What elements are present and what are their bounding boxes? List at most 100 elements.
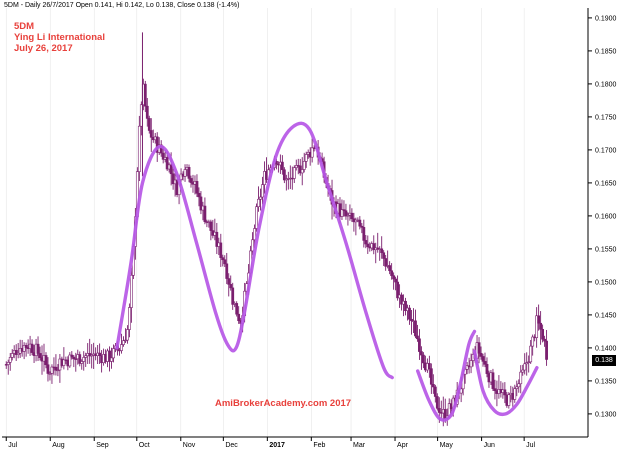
- candle-body: [437, 408, 441, 413]
- candle-body: [364, 240, 368, 245]
- candle-body: [372, 243, 376, 251]
- candle-body: [215, 231, 219, 247]
- candle-body: [62, 359, 66, 366]
- candle-body: [310, 147, 314, 158]
- candle-body: [396, 281, 399, 299]
- candle-body: [545, 340, 548, 360]
- candle-body: [165, 157, 169, 170]
- x-tick-label: Jun: [484, 442, 495, 449]
- x-axis: Jul Aug Sep Oct Nov Dec 2017 Feb Mar Apr May Jun Jul: [2, 436, 588, 449]
- candle-body: [122, 340, 125, 345]
- y-tick-label: 0.1400: [595, 345, 617, 352]
- candle-body: [195, 181, 199, 194]
- candle-body: [197, 193, 201, 198]
- x-tick-label: Jul: [526, 442, 535, 449]
- candle-body: [410, 318, 413, 322]
- x-tick-label: Feb: [313, 442, 325, 449]
- y-tick-label: 0.1900: [595, 15, 617, 22]
- pattern-curve: [115, 121, 394, 380]
- candle-body: [515, 386, 519, 389]
- candle-body: [294, 165, 298, 168]
- price-candles: [4, 32, 548, 427]
- candle-body: [30, 343, 34, 353]
- candle-body: [8, 357, 12, 363]
- candle-body: [427, 363, 431, 369]
- candle-body: [78, 354, 82, 364]
- candle-body: [98, 352, 102, 357]
- candle-body: [342, 209, 346, 212]
- candle-body: [282, 169, 286, 181]
- candle-body: [384, 258, 388, 267]
- candle-body: [422, 354, 425, 364]
- x-tick-label: Mar: [353, 442, 366, 449]
- y-tick-label: 0.1650: [595, 180, 617, 187]
- candle-body: [70, 354, 74, 358]
- ticker-label: 5DM: [14, 21, 35, 32]
- candle-body: [400, 294, 403, 305]
- candle-body: [469, 360, 473, 368]
- candle-body: [16, 352, 20, 355]
- candle-body: [392, 275, 396, 280]
- candle-body: [74, 358, 78, 360]
- candle-body: [38, 353, 42, 358]
- candle-body: [539, 322, 543, 330]
- y-tick-label: 0.1700: [595, 147, 617, 154]
- candle-body: [110, 357, 113, 362]
- watermark-label: AmiBrokerAcademy.com 2017: [215, 398, 352, 409]
- y-tick-label: 0.1550: [595, 246, 617, 253]
- candle-body: [408, 307, 411, 320]
- candle-body: [382, 252, 386, 259]
- candle-body: [531, 336, 535, 347]
- candle-body: [22, 345, 26, 352]
- candle-body: [149, 130, 153, 138]
- candle-body: [513, 388, 517, 400]
- candle-body: [261, 184, 264, 198]
- candle-body: [112, 348, 115, 359]
- candle-body: [147, 118, 151, 131]
- candle-body: [376, 247, 380, 250]
- candle-body: [24, 345, 28, 348]
- candle-body: [527, 361, 531, 363]
- x-tick-label: Sep: [96, 442, 109, 449]
- candle-body: [235, 303, 239, 315]
- candle-body: [169, 164, 173, 175]
- candle-body: [56, 369, 60, 372]
- pattern-curve: [416, 329, 477, 422]
- candle-body: [521, 369, 525, 373]
- candle-body: [209, 221, 213, 231]
- candle-body: [418, 338, 421, 352]
- candle-body: [257, 198, 260, 208]
- date-label: July 26, 2017: [14, 43, 73, 54]
- y-tick-label: 0.1350: [595, 378, 617, 385]
- candle-body: [161, 152, 165, 160]
- candle-body: [120, 344, 123, 351]
- candle-body: [223, 259, 227, 265]
- grid: [5, 8, 525, 437]
- candle-body: [108, 350, 111, 362]
- candle-body: [344, 210, 348, 217]
- candle-body: [90, 354, 94, 357]
- candle-body: [82, 357, 86, 362]
- y-tick-label: 0.1450: [595, 312, 617, 319]
- candle-body: [36, 343, 40, 354]
- candle-body: [543, 338, 546, 342]
- x-tick-label: Nov: [183, 442, 196, 449]
- candle-body: [435, 396, 439, 409]
- x-tick-label: Apr: [397, 442, 409, 449]
- candle-body: [537, 315, 541, 324]
- candle-body: [541, 329, 544, 340]
- candle-body: [14, 350, 18, 355]
- y-tick-label: 0.1850: [595, 48, 617, 55]
- candle-body: [199, 196, 203, 211]
- candle-body: [203, 205, 207, 222]
- candle-body: [124, 339, 127, 342]
- candle-body: [388, 265, 392, 272]
- candle-body: [380, 248, 384, 254]
- candle-body: [251, 239, 254, 252]
- candle-body: [346, 214, 350, 217]
- candle-body: [130, 274, 133, 308]
- candle-body: [404, 300, 407, 312]
- candle-body: [503, 389, 507, 396]
- candle-body: [84, 355, 88, 358]
- pattern-curves: [115, 121, 539, 422]
